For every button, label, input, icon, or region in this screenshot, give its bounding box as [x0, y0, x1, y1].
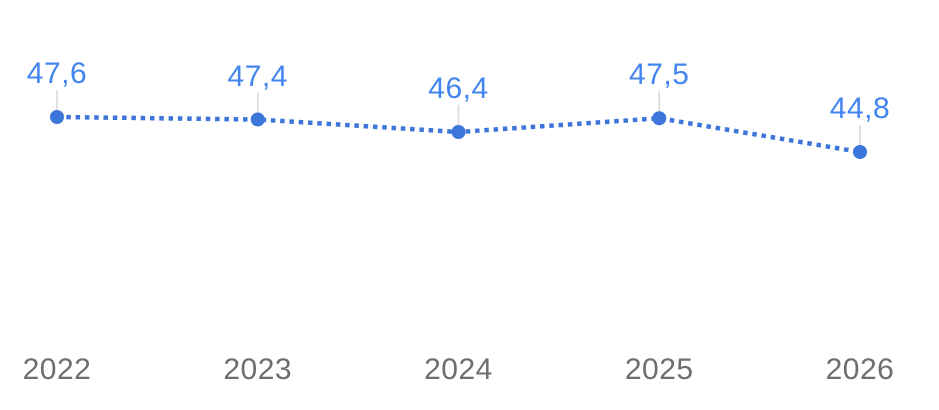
x-axis-label-2024: 2024 — [424, 353, 493, 386]
value-label-2026: 44,8 — [829, 92, 891, 125]
x-axis-label-2025: 2025 — [624, 353, 694, 386]
data-point-2022 — [50, 110, 64, 124]
data-point-2026 — [853, 145, 867, 159]
value-label-2024: 46,4 — [428, 72, 489, 105]
x-axis-label-2023: 2023 — [223, 353, 293, 386]
data-point-2025 — [652, 111, 667, 126]
data-point-2023 — [250, 112, 265, 127]
data-point-2024 — [451, 125, 466, 139]
x-axis-label-2026: 2026 — [825, 353, 895, 386]
value-label-2025: 47,5 — [629, 58, 690, 92]
value-label-2023: 47,4 — [227, 59, 288, 93]
x-axis-label-2022: 2022 — [22, 353, 92, 386]
value-label-2022: 47,6 — [26, 57, 88, 90]
